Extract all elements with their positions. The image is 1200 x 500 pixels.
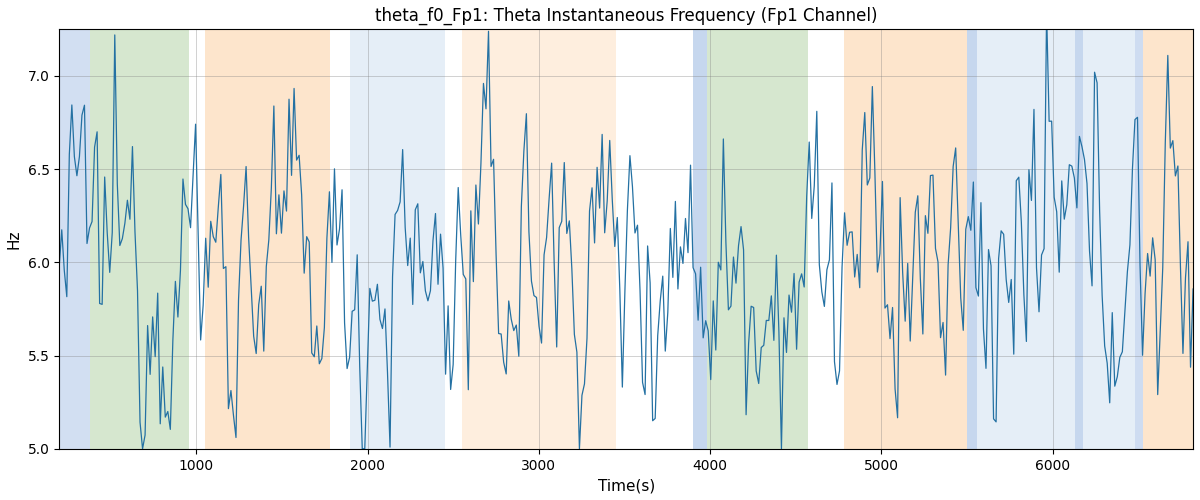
Bar bbox=[707, 30, 808, 449]
X-axis label: Time(s): Time(s) bbox=[598, 478, 655, 493]
Bar bbox=[977, 30, 1075, 449]
Y-axis label: Hz: Hz bbox=[7, 230, 22, 249]
Bar bbox=[205, 30, 330, 449]
Bar bbox=[1075, 30, 1084, 449]
Bar bbox=[1144, 30, 1193, 449]
Title: theta_f0_Fp1: Theta Instantaneous Frequency (Fp1 Channel): theta_f0_Fp1: Theta Instantaneous Freque… bbox=[374, 7, 877, 25]
Bar bbox=[1135, 30, 1144, 449]
Bar bbox=[350, 30, 444, 449]
Bar bbox=[844, 30, 967, 449]
Bar bbox=[692, 30, 707, 449]
Bar bbox=[90, 30, 190, 449]
Bar bbox=[59, 30, 90, 449]
Bar bbox=[462, 30, 616, 449]
Bar bbox=[967, 30, 977, 449]
Bar bbox=[1084, 30, 1135, 449]
